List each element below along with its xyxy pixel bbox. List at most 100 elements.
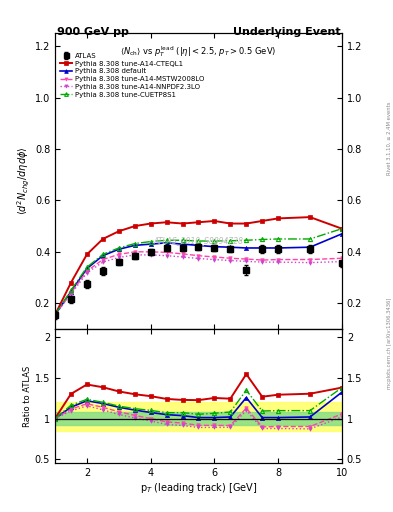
Pythia 8.308 tune-A14-MSTW2008LO bbox=[260, 257, 264, 263]
Pythia 8.308 tune-CUETP8S1 bbox=[244, 237, 249, 243]
Pythia 8.308 tune-A14-CTEQL1 bbox=[101, 236, 105, 242]
Pythia 8.308 tune-A14-CTEQL1 bbox=[212, 218, 217, 224]
Pythia 8.308 tune-A14-MSTW2008LO bbox=[228, 255, 233, 261]
Pythia 8.308 tune-A14-CTEQL1 bbox=[276, 216, 281, 222]
Pythia 8.308 default bbox=[260, 245, 264, 251]
Text: Underlying Event: Underlying Event bbox=[233, 27, 341, 37]
Pythia 8.308 tune-A14-NNPDF2.3LO bbox=[244, 258, 249, 264]
Pythia 8.308 tune-CUETP8S1 bbox=[101, 251, 105, 258]
Pythia 8.308 default bbox=[180, 241, 185, 247]
Pythia 8.308 tune-A14-MSTW2008LO bbox=[132, 249, 137, 255]
Pythia 8.308 tune-A14-MSTW2008LO bbox=[148, 249, 153, 255]
Pythia 8.308 tune-CUETP8S1 bbox=[228, 238, 233, 244]
Pythia 8.308 default bbox=[244, 245, 249, 251]
Pythia 8.308 tune-A14-MSTW2008LO bbox=[53, 312, 57, 318]
Pythia 8.308 default bbox=[116, 246, 121, 252]
Pythia 8.308 tune-A14-MSTW2008LO bbox=[116, 251, 121, 258]
Pythia 8.308 tune-A14-NNPDF2.3LO bbox=[101, 259, 105, 265]
Pythia 8.308 tune-A14-CTEQL1 bbox=[69, 280, 73, 286]
Pythia 8.308 tune-A14-CTEQL1 bbox=[180, 221, 185, 227]
Pythia 8.308 tune-CUETP8S1 bbox=[260, 237, 264, 243]
Pythia 8.308 tune-A14-NNPDF2.3LO bbox=[196, 255, 201, 262]
Pythia 8.308 default bbox=[69, 289, 73, 295]
Text: ATLAS_2010_S8894728: ATLAS_2010_S8894728 bbox=[153, 236, 244, 245]
Pythia 8.308 default bbox=[196, 242, 201, 248]
Pythia 8.308 tune-CUETP8S1 bbox=[84, 264, 89, 270]
Pythia 8.308 tune-CUETP8S1 bbox=[148, 239, 153, 245]
Pythia 8.308 tune-A14-NNPDF2.3LO bbox=[228, 258, 233, 264]
Pythia 8.308 tune-A14-MSTW2008LO bbox=[180, 251, 185, 257]
Pythia 8.308 tune-CUETP8S1 bbox=[132, 241, 137, 247]
Pythia 8.308 default bbox=[308, 244, 312, 250]
Pythia 8.308 tune-A14-NNPDF2.3LO bbox=[276, 259, 281, 265]
Pythia 8.308 default bbox=[276, 245, 281, 251]
Pythia 8.308 default bbox=[132, 242, 137, 248]
Pythia 8.308 tune-A14-NNPDF2.3LO bbox=[340, 259, 344, 265]
Pythia 8.308 default bbox=[101, 252, 105, 259]
Line: Pythia 8.308 default: Pythia 8.308 default bbox=[53, 232, 344, 317]
Pythia 8.308 tune-CUETP8S1 bbox=[196, 238, 201, 244]
Pythia 8.308 tune-A14-NNPDF2.3LO bbox=[308, 260, 312, 266]
Pythia 8.308 tune-A14-NNPDF2.3LO bbox=[84, 270, 89, 276]
Text: Rivet 3.1.10, ≥ 2.4M events: Rivet 3.1.10, ≥ 2.4M events bbox=[387, 101, 391, 175]
Pythia 8.308 tune-A14-CTEQL1 bbox=[308, 214, 312, 220]
Y-axis label: $\langle d^2 N_{chg}/d\eta d\phi \rangle$: $\langle d^2 N_{chg}/d\eta d\phi \rangle… bbox=[16, 147, 32, 216]
Pythia 8.308 tune-CUETP8S1 bbox=[276, 236, 281, 242]
Pythia 8.308 tune-A14-MSTW2008LO bbox=[244, 256, 249, 262]
Pythia 8.308 tune-A14-CTEQL1 bbox=[84, 251, 89, 258]
Pythia 8.308 default bbox=[84, 265, 89, 271]
Text: 900 GeV pp: 900 GeV pp bbox=[57, 27, 129, 37]
Pythia 8.308 default bbox=[53, 312, 57, 318]
Text: $\langle N_{\rm ch}\rangle$ vs $p_T^{\rm lead}$ ($|\eta|<2.5$, $p_T>0.5$ GeV): $\langle N_{\rm ch}\rangle$ vs $p_T^{\rm… bbox=[120, 44, 277, 58]
Pythia 8.308 tune-CUETP8S1 bbox=[212, 238, 217, 244]
Pythia 8.308 tune-CUETP8S1 bbox=[164, 237, 169, 243]
Line: Pythia 8.308 tune-A14-NNPDF2.3LO: Pythia 8.308 tune-A14-NNPDF2.3LO bbox=[53, 253, 343, 316]
Pythia 8.308 tune-A14-CTEQL1 bbox=[340, 226, 344, 232]
Pythia 8.308 tune-A14-NNPDF2.3LO bbox=[260, 259, 264, 265]
Line: Pythia 8.308 tune-CUETP8S1: Pythia 8.308 tune-CUETP8S1 bbox=[53, 227, 344, 317]
Pythia 8.308 default bbox=[228, 244, 233, 250]
Pythia 8.308 tune-A14-MSTW2008LO bbox=[84, 268, 89, 274]
Pythia 8.308 tune-A14-MSTW2008LO bbox=[276, 257, 281, 263]
Pythia 8.308 tune-CUETP8S1 bbox=[340, 226, 344, 232]
Pythia 8.308 tune-A14-CTEQL1 bbox=[148, 221, 153, 227]
Legend: ATLAS, Pythia 8.308 tune-A14-CTEQL1, Pythia 8.308 default, Pythia 8.308 tune-A14: ATLAS, Pythia 8.308 tune-A14-CTEQL1, Pyt… bbox=[59, 52, 206, 99]
Pythia 8.308 tune-A14-NNPDF2.3LO bbox=[69, 291, 73, 297]
Pythia 8.308 tune-A14-CTEQL1 bbox=[53, 312, 57, 318]
Pythia 8.308 tune-A14-CTEQL1 bbox=[116, 228, 121, 234]
Pythia 8.308 tune-A14-MSTW2008LO bbox=[212, 254, 217, 260]
Line: Pythia 8.308 tune-A14-CTEQL1: Pythia 8.308 tune-A14-CTEQL1 bbox=[53, 216, 343, 316]
Pythia 8.308 default bbox=[148, 241, 153, 247]
Pythia 8.308 tune-A14-NNPDF2.3LO bbox=[116, 254, 121, 261]
Pythia 8.308 tune-A14-NNPDF2.3LO bbox=[132, 252, 137, 258]
Pythia 8.308 default bbox=[212, 244, 217, 250]
Pythia 8.308 tune-A14-MSTW2008LO bbox=[308, 257, 312, 263]
Pythia 8.308 tune-A14-CTEQL1 bbox=[132, 223, 137, 229]
Pythia 8.308 tune-CUETP8S1 bbox=[180, 237, 185, 243]
Pythia 8.308 tune-CUETP8S1 bbox=[308, 236, 312, 242]
Pythia 8.308 tune-A14-MSTW2008LO bbox=[340, 255, 344, 261]
Pythia 8.308 tune-A14-NNPDF2.3LO bbox=[53, 312, 57, 318]
Pythia 8.308 tune-A14-CTEQL1 bbox=[244, 221, 249, 227]
Line: Pythia 8.308 tune-A14-MSTW2008LO: Pythia 8.308 tune-A14-MSTW2008LO bbox=[53, 250, 343, 316]
Pythia 8.308 tune-A14-CTEQL1 bbox=[164, 219, 169, 225]
Pythia 8.308 default bbox=[340, 231, 344, 237]
Pythia 8.308 tune-A14-MSTW2008LO bbox=[164, 249, 169, 255]
Pythia 8.308 tune-A14-CTEQL1 bbox=[228, 221, 233, 227]
Pythia 8.308 tune-A14-CTEQL1 bbox=[196, 219, 201, 225]
Pythia 8.308 tune-A14-NNPDF2.3LO bbox=[164, 252, 169, 259]
Pythia 8.308 tune-A14-MSTW2008LO bbox=[69, 290, 73, 296]
Pythia 8.308 tune-A14-MSTW2008LO bbox=[196, 252, 201, 259]
Pythia 8.308 tune-CUETP8S1 bbox=[53, 312, 57, 318]
X-axis label: p$_T$ (leading track) [GeV]: p$_T$ (leading track) [GeV] bbox=[140, 481, 257, 495]
Pythia 8.308 tune-CUETP8S1 bbox=[116, 245, 121, 251]
Text: mcplots.cern.ch [arXiv:1306.3436]: mcplots.cern.ch [arXiv:1306.3436] bbox=[387, 297, 391, 389]
Pythia 8.308 tune-A14-CTEQL1 bbox=[260, 218, 264, 224]
Pythia 8.308 tune-A14-MSTW2008LO bbox=[101, 257, 105, 263]
Pythia 8.308 tune-A14-NNPDF2.3LO bbox=[180, 254, 185, 260]
Pythia 8.308 default bbox=[164, 240, 169, 246]
Pythia 8.308 tune-A14-NNPDF2.3LO bbox=[212, 257, 217, 263]
Y-axis label: Ratio to ATLAS: Ratio to ATLAS bbox=[23, 366, 32, 427]
Pythia 8.308 tune-A14-NNPDF2.3LO bbox=[148, 252, 153, 258]
Pythia 8.308 tune-CUETP8S1 bbox=[69, 287, 73, 293]
